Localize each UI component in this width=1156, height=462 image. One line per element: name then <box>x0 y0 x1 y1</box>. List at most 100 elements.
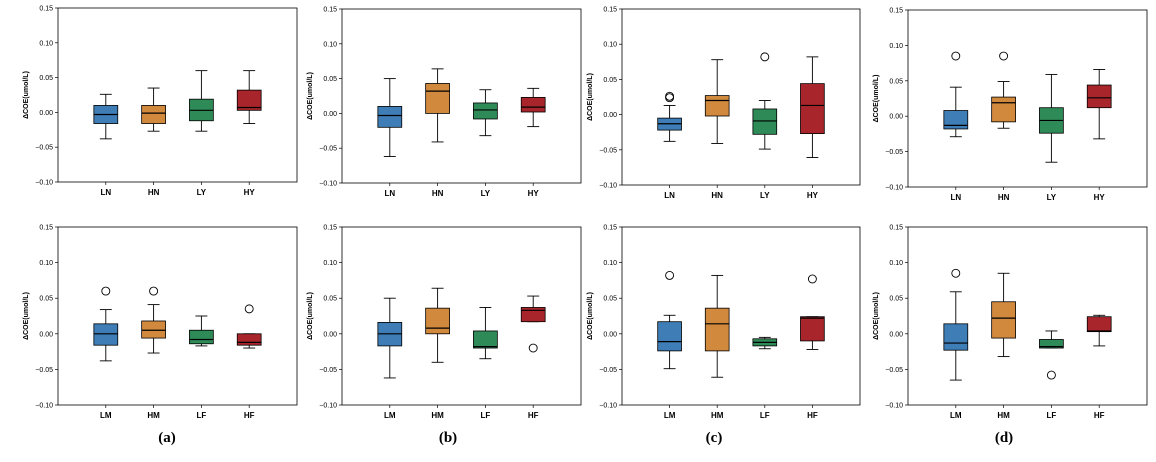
x-tick-label-hy: HY <box>1094 193 1106 202</box>
x-tick-label-ly: LY <box>760 191 770 200</box>
x-tick-label-lf: LF <box>481 411 491 420</box>
y-tick-label: 0.10 <box>323 41 337 48</box>
chart-panel-4: 0.15 0.10 0.05 0.00 −0.05 −0.10 ΔCOE(umol/L) LN… <box>873 8 1148 202</box>
x-tick-label-ln: LN <box>950 193 961 202</box>
y-tick-label: 0.10 <box>603 42 617 49</box>
outlier-point <box>999 51 1009 61</box>
outlier-point <box>665 270 675 280</box>
y-tick-label: 0.15 <box>889 8 903 15</box>
y-tick-label: −0.10 <box>599 183 617 190</box>
y-tick-label: 0.15 <box>323 7 337 14</box>
y-tick-label: −0.10 <box>319 181 337 188</box>
box-hy <box>520 96 546 113</box>
y-tick-label: 0.15 <box>39 6 53 13</box>
box-hy <box>800 83 825 135</box>
box-hn <box>425 83 450 114</box>
x-tick-label-lf: LF <box>197 411 207 420</box>
x-tick-label-hm: HM <box>997 411 1010 420</box>
outlier-point <box>149 286 159 296</box>
box-hm <box>425 307 450 335</box>
y-tick-label: −0.05 <box>885 149 903 156</box>
outlier-point <box>951 268 961 278</box>
x-tick-label-lm: LM <box>664 411 676 420</box>
y-tick-label: 0.10 <box>39 40 53 47</box>
y-tick-label: 0.00 <box>39 110 53 117</box>
y-tick-label: 0.10 <box>323 260 337 267</box>
y-tick-label: 0.05 <box>323 296 337 303</box>
y-tick-label: −0.10 <box>35 403 53 410</box>
y-tick-label: 0.05 <box>39 75 53 82</box>
y-tick-label: 0.05 <box>889 296 903 303</box>
x-tick-label-hm: HM <box>431 411 444 420</box>
y-tick-label: 0.05 <box>889 78 903 85</box>
axes-frame <box>341 226 582 406</box>
y-tick-label: 0.15 <box>323 225 337 232</box>
caption-a: (a) <box>158 430 176 446</box>
box-ln <box>943 110 969 130</box>
y-tick-label: −0.05 <box>599 147 617 154</box>
axes-frame <box>907 9 1148 188</box>
box-lf <box>473 330 498 349</box>
y-tick-label: 0.00 <box>603 112 617 119</box>
axes-frame <box>57 226 298 406</box>
y-tick-label: 0.00 <box>323 331 337 338</box>
box-lf <box>189 329 214 345</box>
y-axis-label: ΔCOE(umol/L) <box>587 292 594 340</box>
y-tick-label: −0.05 <box>319 146 337 153</box>
box-hf <box>520 307 546 323</box>
y-tick-label: −0.05 <box>35 145 53 152</box>
chart-panel-2: 0.15 0.10 0.05 0.00 −0.05 −0.10 ΔCOE(umol/L) LN… <box>307 7 582 198</box>
box-hf <box>800 316 825 342</box>
x-tick-label-hm: HM <box>147 411 160 420</box>
y-tick-label: −0.10 <box>885 185 903 192</box>
box-hm <box>141 320 166 339</box>
outlier-point <box>807 274 817 284</box>
y-tick-label: 0.00 <box>603 331 617 338</box>
box-hn <box>704 95 730 117</box>
y-tick-label: 0.15 <box>39 225 53 232</box>
y-tick-label: 0.15 <box>603 7 617 14</box>
outlier-point <box>951 51 961 61</box>
box-hf <box>1086 316 1112 333</box>
outlier-point <box>244 304 254 314</box>
chart-panel-1: 0.15 0.10 0.05 0.00 −0.05 −0.10 ΔCOE(umol/L) LN… <box>23 6 298 197</box>
x-tick-label-hf: HF <box>244 411 255 420</box>
caption-b: (b) <box>438 430 458 446</box>
axes-frame <box>621 8 861 186</box>
y-tick-label: 0.05 <box>323 76 337 83</box>
box-ln <box>377 106 403 128</box>
y-tick-label: 0.15 <box>603 225 617 232</box>
x-tick-label-hy: HY <box>244 188 256 197</box>
y-tick-label: −0.10 <box>35 180 53 187</box>
box-hy <box>236 89 262 111</box>
y-tick-label: 0.00 <box>889 114 903 121</box>
x-tick-label-ln: LN <box>384 189 395 198</box>
box-hn <box>141 105 166 124</box>
caption-c: (c) <box>705 430 723 446</box>
box-ly <box>473 102 498 120</box>
y-tick-label: 0.10 <box>603 260 617 267</box>
box-ly <box>752 108 778 135</box>
y-tick-label: 0.00 <box>889 331 903 338</box>
x-tick-label-ln: LN <box>664 191 675 200</box>
axes-frame <box>57 7 298 183</box>
y-axis-label: ΔCOE(umol/L) <box>873 75 880 123</box>
y-axis-label: ΔCOE(umol/L) <box>587 73 594 121</box>
x-tick-label-hf: HF <box>1094 411 1105 420</box>
chart-panel-7: 0.15 0.10 0.05 0.00 −0.05 −0.10 ΔCOE(umol/L) LM… <box>587 225 861 420</box>
x-tick-label-lf: LF <box>1047 411 1057 420</box>
y-axis-label: ΔCOE(umol/L) <box>23 292 30 340</box>
box-lf <box>1039 339 1064 349</box>
y-tick-label: 0.00 <box>39 331 53 338</box>
x-tick-label-hm: HM <box>711 411 724 420</box>
box-hm <box>991 301 1016 339</box>
y-axis-label: ΔCOE(umol/L) <box>307 72 314 120</box>
outlier-point <box>1046 370 1056 380</box>
outlier-point <box>528 343 538 353</box>
y-axis-label: ΔCOE(umol/L) <box>307 292 314 340</box>
y-tick-label: −0.05 <box>599 367 617 374</box>
x-tick-label-hf: HF <box>807 411 818 420</box>
axes-frame <box>341 8 582 184</box>
x-tick-label-hf: HF <box>528 411 539 420</box>
